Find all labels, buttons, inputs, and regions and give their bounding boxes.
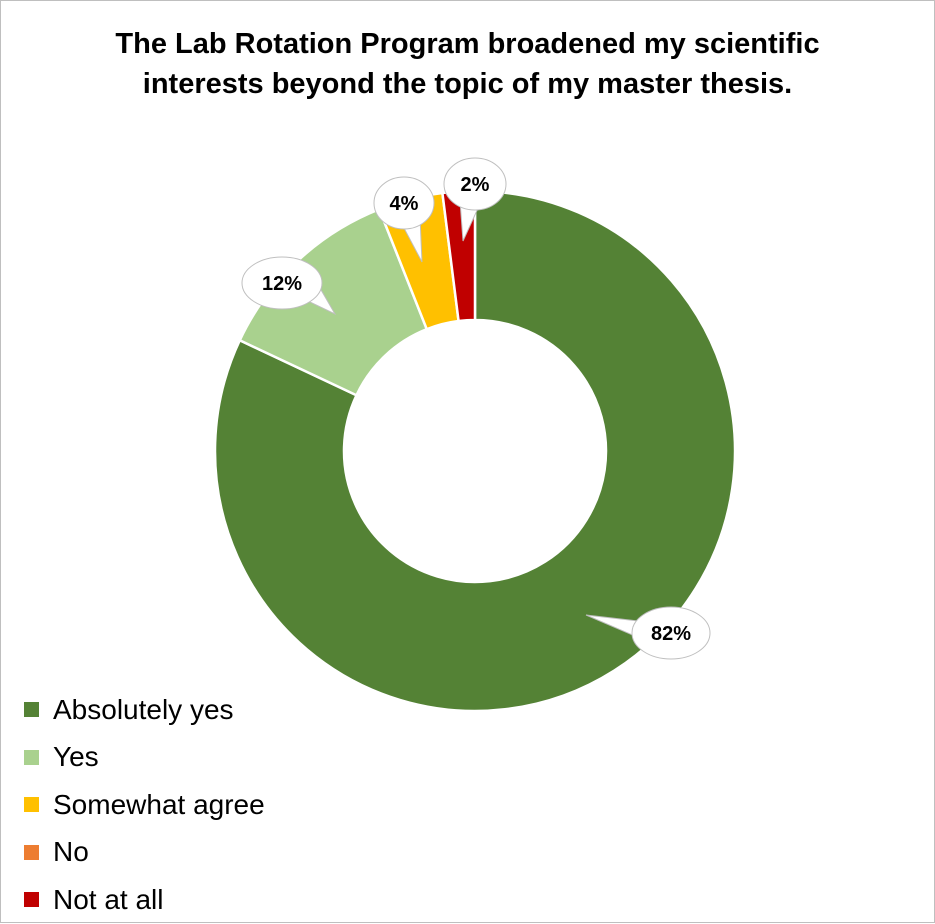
legend-swatch [24, 749, 39, 765]
callout-yes: 12% [241, 256, 337, 316]
legend-label: Not at all [53, 883, 164, 915]
callout-seam [461, 205, 478, 210]
callout-somewhat-agree: 4% [373, 176, 435, 263]
legend-swatch [24, 702, 39, 718]
legend-item-somewhat-agree: Somewhat agree [24, 781, 265, 829]
callout-seam [633, 621, 638, 635]
callout-bubble [241, 256, 323, 310]
callout-bubble [631, 606, 711, 660]
data-label-somewhat-agree: 4% [390, 193, 419, 215]
slice-absolutely-yes [213, 189, 737, 713]
legend-label: Absolutely yes [53, 693, 234, 725]
legend-swatch [24, 892, 39, 908]
callout-not-at-all: 2% [443, 157, 507, 242]
callout-seam [308, 289, 320, 301]
legend-label: Yes [53, 741, 99, 773]
data-label-not-at-all: 2% [461, 174, 490, 196]
data-label-yes: 12% [262, 273, 302, 295]
legend-item-no: No [24, 829, 265, 877]
legend-item-not-at-all: Not at all [24, 876, 265, 924]
data-label-absolutely-yes: 82% [651, 623, 691, 645]
chart-legend: Absolutely yes Yes Somewhat agree No Not at … [24, 686, 265, 924]
legend-label: No [53, 836, 89, 868]
callout-bubble [373, 176, 435, 230]
callout-seam [404, 223, 420, 228]
legend-item-absolutely-yes: Absolutely yes [24, 686, 265, 734]
legend-swatch [24, 797, 39, 813]
legend-label: Somewhat agree [53, 788, 265, 820]
legend-swatch [24, 844, 39, 860]
chart-title: The Lab Rotation Program broadened my sc… [115, 28, 820, 100]
callout-absolutely-yes: 82% [585, 606, 711, 660]
legend-item-yes: Yes [24, 734, 265, 782]
callout-bubble [443, 157, 507, 211]
